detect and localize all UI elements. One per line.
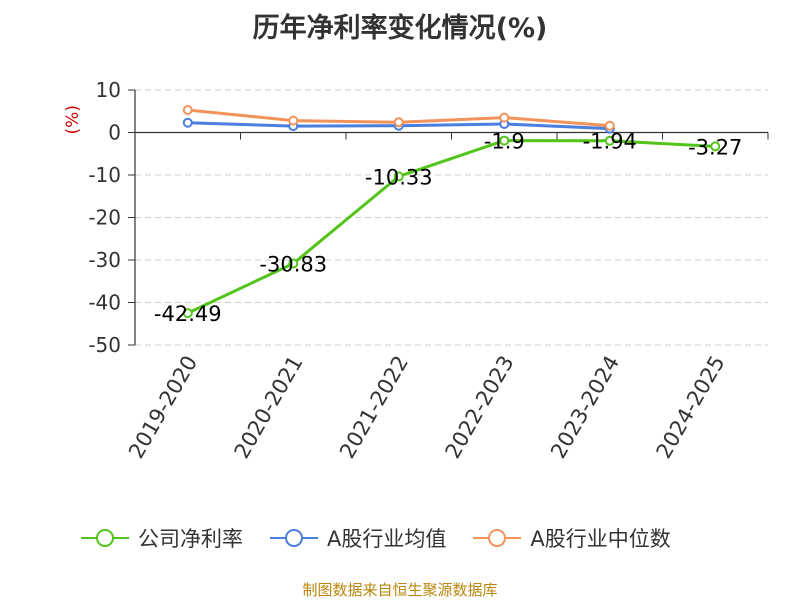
y-tick-label: 0 [108,121,121,145]
data-point [499,135,510,146]
data-point [604,135,615,146]
legend-item-industry-mean[interactable]: A股行业均值 [269,523,446,553]
x-tick-label: 2022-2023 [441,352,519,463]
legend-line-icon [81,529,129,547]
data-point [499,112,510,123]
data-point [182,104,193,115]
data-point [604,120,615,131]
data-label: -3.27 [688,135,742,159]
data-point [393,117,404,128]
legend-label: A股行业中位数 [530,527,671,551]
data-point [393,171,404,182]
data-point [182,308,193,319]
chart-title: 历年净利率变化情况(%) [252,13,548,44]
data-label: -1.94 [583,130,637,154]
x-tick-label: 2020-2021 [230,352,308,463]
data-point [288,115,299,126]
data-label: -42.49 [154,302,222,326]
legend-item-industry-median[interactable]: A股行业中位数 [472,523,671,553]
y-axis-label: (%) [63,105,83,134]
data-point [710,141,721,152]
y-tick-label: -30 [88,248,121,272]
y-tick-label: 10 [96,78,121,102]
x-tick-label: 2023-2024 [546,352,624,463]
x-tick-label: 2019-2020 [124,352,202,463]
y-tick-label: -10 [88,163,121,187]
series-line [187,139,716,315]
x-tick-label: 2024-2025 [652,352,730,463]
source-note: 制图数据来自恒生聚源数据库 [302,581,498,599]
legend-line-icon [270,529,318,547]
data-label: -30.83 [259,253,327,277]
y-tick-label: -40 [88,291,121,315]
data-point [288,258,299,269]
legend-item-net-margin[interactable]: 公司净利率 [80,523,243,553]
data-point [182,117,193,128]
y-tick-label: -50 [88,333,121,357]
legend-label: 公司净利率 [138,527,243,551]
legend-label: A股行业均值 [327,527,447,551]
chart-legend: 公司净利率 A股行业均值 A股行业中位数 [80,521,697,555]
legend-line-icon [473,529,522,547]
y-tick-label: -20 [88,206,121,230]
data-label: -1.9 [484,130,525,154]
x-tick-label: 2021-2022 [335,352,413,463]
data-label: -10.33 [365,165,433,189]
